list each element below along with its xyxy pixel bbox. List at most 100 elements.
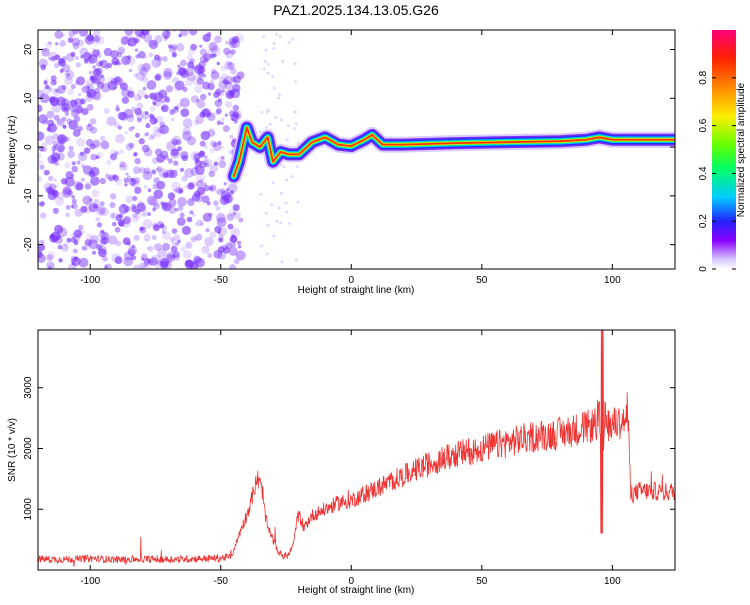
noise-point (106, 116, 117, 126)
noise-point (216, 120, 222, 126)
noise-point (133, 177, 141, 184)
colorbar-label: Normalized spectral amplitude (736, 82, 747, 217)
noise-point (224, 100, 232, 108)
noise-point (82, 51, 92, 61)
noise-point (149, 106, 156, 112)
noise-point (140, 253, 148, 261)
noise-point (88, 198, 93, 202)
noise-point (72, 129, 81, 137)
noise-point (87, 123, 92, 127)
noise-point (38, 152, 42, 159)
noise-point (210, 45, 219, 54)
noise-point (88, 202, 99, 213)
noise-point (215, 205, 221, 211)
noise-point (88, 165, 96, 174)
noise-point (169, 169, 178, 179)
noise-point (260, 110, 264, 114)
noise-point (293, 110, 297, 114)
noise-point (156, 180, 166, 190)
snr-y-ticks: 1000 2000 3000 (23, 376, 675, 520)
noise-point (176, 43, 185, 52)
noise-point (222, 193, 233, 204)
noise-point (177, 64, 181, 69)
noise-point (225, 193, 235, 204)
noise-point (151, 58, 162, 68)
noise-point (92, 250, 97, 255)
noise-point (275, 219, 279, 223)
noise-point (50, 231, 61, 242)
noise-point (221, 244, 228, 251)
noise-point (106, 62, 113, 69)
noise-point (71, 256, 81, 267)
noise-point (230, 49, 236, 55)
noise-point (70, 109, 79, 118)
noise-point (109, 202, 116, 209)
noise-point (42, 119, 48, 125)
noise-point (194, 222, 199, 227)
noise-point (200, 130, 211, 141)
noise-point (199, 140, 206, 147)
noise-point (207, 252, 213, 259)
noise-point (131, 182, 136, 187)
noise-point (184, 259, 191, 266)
noise-point (218, 155, 226, 163)
noise-point (190, 43, 197, 51)
noise-point (75, 76, 86, 86)
noise-point (118, 204, 129, 215)
noise-point (215, 109, 221, 116)
noise-point (215, 189, 219, 194)
noise-point (274, 32, 278, 36)
noise-point (290, 175, 294, 179)
spectrogram-y-tick-label: -10 (23, 188, 34, 203)
noise-point (268, 122, 272, 126)
noise-point (233, 119, 238, 124)
noise-point (225, 40, 230, 46)
noise-point (186, 216, 193, 223)
noise-point (138, 50, 146, 59)
noise-point (146, 80, 157, 90)
noise-point (199, 93, 207, 101)
noise-point (163, 34, 169, 40)
noise-point (96, 81, 101, 86)
noise-point (232, 204, 240, 212)
noise-point (163, 95, 170, 102)
noise-point (134, 132, 140, 138)
noise-point (113, 86, 117, 90)
noise-point (132, 213, 138, 218)
noise-point (122, 165, 126, 169)
noise-point (232, 211, 237, 216)
noise-point (159, 257, 170, 268)
noise-point (177, 197, 187, 207)
noise-point (108, 235, 118, 245)
noise-point (93, 30, 101, 37)
noise-point (104, 264, 109, 269)
noise-point (235, 250, 246, 261)
noise-point (144, 184, 148, 189)
noise-point (141, 76, 149, 83)
noise-point (274, 115, 278, 119)
noise-point (195, 63, 203, 72)
noise-point (148, 39, 159, 50)
noise-point (208, 170, 215, 178)
noise-point (78, 30, 89, 37)
noise-point (141, 144, 150, 153)
noise-point (131, 180, 140, 189)
colorbar-gradient (712, 30, 736, 269)
noise-point (143, 233, 152, 242)
noise-point (149, 257, 158, 266)
noise-point (58, 258, 63, 263)
noise-point (86, 88, 97, 99)
noise-point (216, 217, 227, 228)
noise-point (53, 114, 60, 121)
spectrogram-x-tick-label: 0 (348, 275, 354, 286)
noise-point (116, 52, 123, 58)
noise-point (201, 245, 210, 254)
noise-point (167, 44, 173, 49)
noise-point (194, 64, 204, 75)
noise-point (292, 127, 296, 131)
noise-point (142, 212, 148, 218)
noise-point (139, 226, 144, 231)
noise-point (227, 183, 238, 193)
